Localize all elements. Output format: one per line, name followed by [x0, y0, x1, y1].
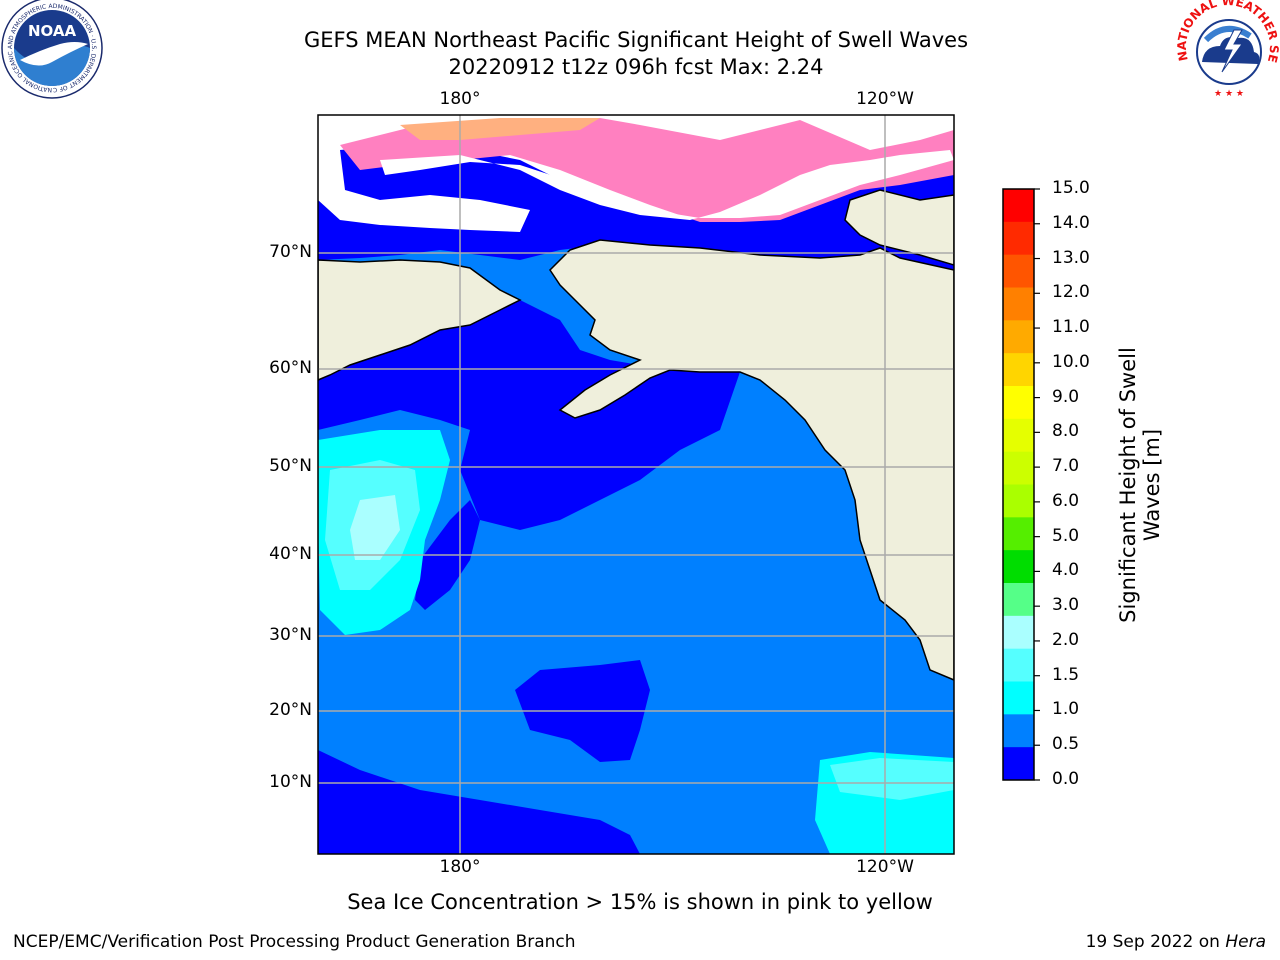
lat-label-40n: 40°N — [269, 544, 312, 564]
colorbar-swatch — [1003, 550, 1034, 584]
lat-label-20n: 20°N — [269, 700, 312, 720]
noaa-logo-text: NOAA — [28, 22, 77, 40]
colorbar-tick-label: 6.0 — [1052, 490, 1080, 511]
colorbar-swatch — [1003, 221, 1034, 256]
bering-low-swell-region — [318, 300, 740, 530]
colorbar-swatch — [1003, 517, 1034, 551]
land-northeast-arctic — [844, 189, 954, 266]
colorbar-tick-label: 10.0 — [1052, 351, 1090, 372]
colorbar-tick-label: 3.0 — [1052, 595, 1080, 616]
colorbar-tick-label: 5.0 — [1052, 525, 1080, 546]
map-frame — [317, 114, 955, 855]
land-north-america — [549, 239, 954, 681]
colorbar-swatch — [1003, 254, 1034, 288]
colorbar-swatch — [1003, 320, 1034, 354]
colorbar-swatch — [1003, 714, 1034, 748]
colorbar-tick-label: 0.0 — [1052, 769, 1080, 789]
nws-logo: NATIONAL WEATHER SERVICE ★ ★ ★ — [1176, 0, 1280, 99]
south-low-swell-region — [318, 750, 640, 854]
lat-label-70n: 70°N — [269, 242, 312, 262]
colorbar-swatch — [1003, 583, 1034, 617]
colorbar-swatch — [1003, 615, 1034, 650]
lat-label-60n: 60°N — [269, 358, 312, 378]
colorbar-swatch — [1003, 648, 1034, 682]
map-area — [318, 115, 954, 854]
colorbar-swatch — [1003, 484, 1034, 518]
colorbar-swatch — [1003, 681, 1034, 715]
colorbar-tick-label: 9.0 — [1052, 386, 1080, 407]
sea-ice-caption: Sea Ice Concentration > 15% is shown in … — [347, 890, 933, 914]
colorbar-swatch — [1003, 451, 1034, 485]
colorbar-frame — [1002, 188, 1035, 781]
colorbar-tick-label: 11.0 — [1052, 317, 1090, 338]
sea-ice-orange-edge — [400, 118, 600, 140]
west-peak-swell-region — [350, 495, 400, 560]
colorbar — [1002, 188, 1040, 781]
lon-label-top-120w: 120°W — [856, 89, 914, 109]
colorbar-swatch — [1003, 386, 1034, 420]
noaa-logo: NOAA NATIONAL OCEANIC AND ATMOSPHERIC AD… — [0, 0, 103, 99]
land-asia — [318, 259, 522, 381]
lon-label-top-180: 180° — [439, 89, 481, 109]
colorbar-tick-label: 15.0 — [1052, 178, 1090, 198]
colorbar-swatch — [1003, 418, 1034, 453]
colorbar-tick-label: 2.0 — [1052, 629, 1080, 650]
chart-title: GEFS MEAN Northeast Pacific Significant … — [303, 28, 969, 52]
colorbar-swatch — [1003, 189, 1034, 223]
colorbar-tick-label: 13.0 — [1052, 247, 1090, 268]
footer-machine: Hera — [1225, 932, 1266, 952]
colorbar-swatch — [1003, 747, 1034, 781]
lat-label-50n: 50°N — [269, 456, 312, 476]
colorbar-swatch — [1003, 353, 1034, 387]
colorbar-tick-label: 1.0 — [1052, 699, 1080, 720]
lat-label-10n: 10°N — [269, 772, 312, 792]
colorbar-tick-label: 4.0 — [1052, 560, 1080, 581]
colorbar-tick-label: 7.0 — [1052, 456, 1080, 477]
colorbar-swatch — [1003, 287, 1034, 321]
lon-label-bottom-180: 180° — [439, 857, 481, 877]
colorbar-tick-label: 1.5 — [1052, 664, 1080, 685]
lat-label-30n: 30°N — [269, 625, 312, 645]
footer-date: 19 Sep 2022 on — [1085, 932, 1226, 952]
chart-subtitle: 20220912 t12z 096h fcst Max: 2.24 — [448, 55, 824, 79]
colorbar-tick-label: 0.5 — [1052, 734, 1080, 755]
graticule — [318, 115, 954, 854]
colorbar-tick-label: 8.0 — [1052, 421, 1080, 442]
southeast-light-cyan-swell-region — [830, 758, 954, 800]
footer-left: NCEP/EMC/Verification Post Processing Pr… — [13, 932, 576, 952]
colorbar-label: Significant Height of Swell Waves [m] — [1116, 347, 1164, 623]
lon-label-bottom-120w: 120°W — [856, 857, 914, 877]
sea-ice-white-core — [380, 150, 954, 220]
svg-text:★ ★ ★: ★ ★ ★ — [1214, 89, 1244, 99]
footer-right: 19 Sep 2022 on Hera — [1086, 932, 1266, 952]
colorbar-tick-label: 12.0 — [1052, 282, 1090, 303]
colorbar-tick-label: 14.0 — [1052, 212, 1090, 233]
